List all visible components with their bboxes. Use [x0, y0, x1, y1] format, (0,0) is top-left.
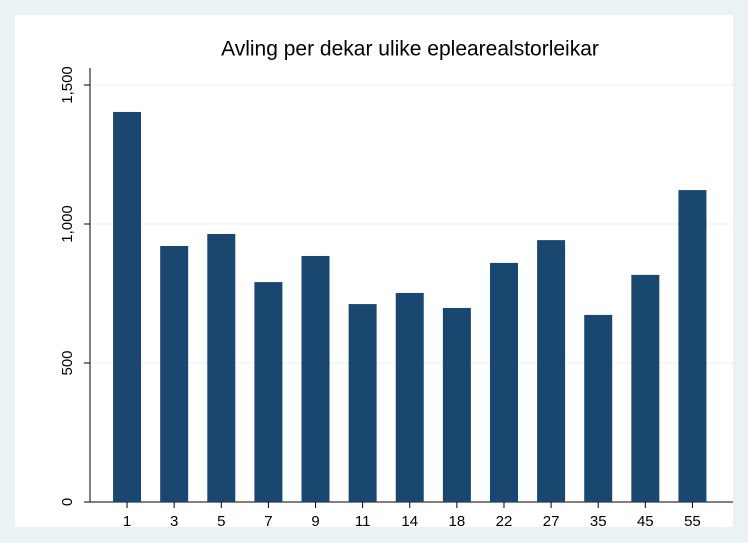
- bar: [537, 240, 566, 502]
- x-tick-label: 11: [355, 513, 371, 530]
- chart-title: Avling per dekar ulike eplearealstorleik…: [221, 38, 599, 61]
- x-tick-label: 3: [170, 513, 178, 530]
- x-tick-label: 22: [496, 513, 513, 530]
- x-tick-label: 55: [684, 513, 701, 530]
- bar: [113, 111, 142, 502]
- x-tick-label: 35: [590, 513, 607, 530]
- y-tick-label: 0: [59, 498, 76, 506]
- y-tick-label: 500: [59, 350, 76, 375]
- bar: [489, 262, 518, 502]
- bar: [301, 255, 330, 502]
- y-tick-label: 1,500: [59, 66, 76, 104]
- bar: [254, 282, 283, 502]
- bar: [442, 307, 471, 502]
- x-tick-label: 27: [543, 513, 560, 530]
- x-tick-label: 18: [449, 513, 466, 530]
- x-tick-label: 14: [401, 513, 418, 530]
- y-tick-label: 1,000: [59, 205, 76, 243]
- x-tick-label: 9: [311, 513, 319, 530]
- x-tick-label: 45: [637, 513, 654, 530]
- bar: [631, 274, 660, 502]
- x-tick-label: 7: [264, 513, 272, 530]
- bar: [678, 190, 707, 503]
- x-tick-label: 5: [217, 513, 225, 530]
- bar: [395, 292, 424, 502]
- x-tick-label: 1: [123, 513, 131, 530]
- bar: [160, 245, 189, 502]
- bar: [207, 234, 236, 502]
- bar: [348, 304, 377, 502]
- bar: [584, 314, 613, 502]
